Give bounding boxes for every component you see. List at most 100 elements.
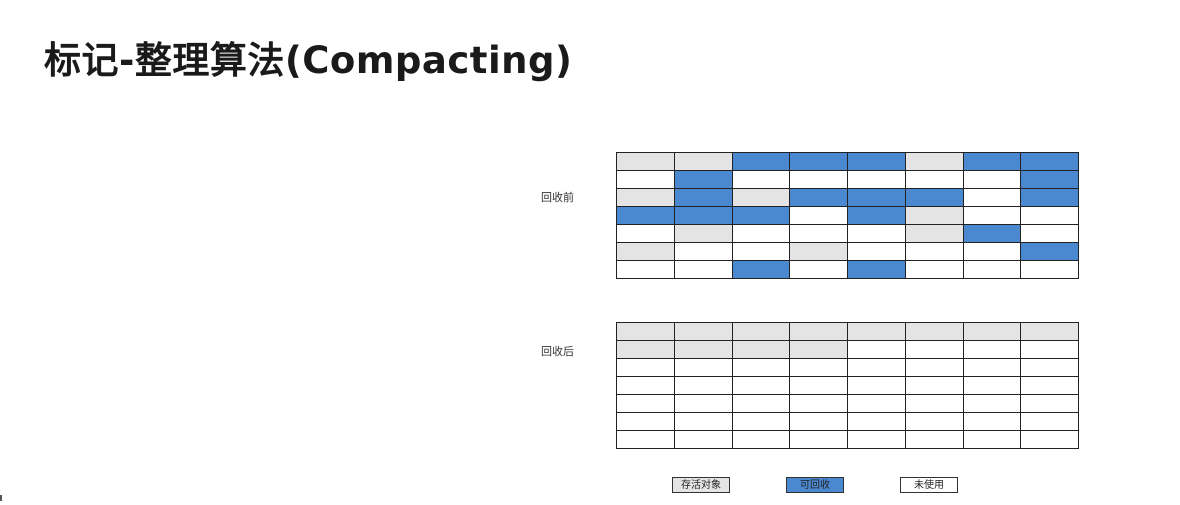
memory-cell (1021, 261, 1078, 278)
memory-cell (905, 431, 963, 448)
memory-cell (963, 189, 1021, 206)
memory-cell (848, 413, 905, 430)
memory-cell (848, 431, 905, 448)
memory-cell (732, 207, 790, 224)
memory-cell (905, 225, 963, 242)
memory-cell (617, 243, 674, 260)
memory-cell (674, 431, 732, 448)
memory-cell (905, 207, 963, 224)
memory-cell (848, 261, 905, 278)
memory-cell (790, 395, 847, 412)
memory-cell (1021, 153, 1078, 170)
memory-cell (732, 171, 790, 188)
memory-cell (790, 171, 847, 188)
memory-cell (674, 395, 732, 412)
memory-cell (790, 359, 847, 376)
memory-cell (848, 243, 905, 260)
memory-cell (674, 171, 732, 188)
memory-cell (905, 395, 963, 412)
memory-cell (790, 341, 847, 358)
memory-cell (732, 323, 790, 340)
memory-cell (617, 323, 674, 340)
memory-cell (732, 377, 790, 394)
memory-cell (1021, 377, 1078, 394)
memory-cell (963, 377, 1021, 394)
memory-cell (790, 377, 847, 394)
memory-cell (617, 207, 674, 224)
memory-cell (963, 207, 1021, 224)
memory-cell (732, 261, 790, 278)
memory-cell (848, 359, 905, 376)
memory-cell (732, 243, 790, 260)
memory-cell (848, 207, 905, 224)
memory-cell (905, 171, 963, 188)
legend-unused: 未使用 (900, 477, 958, 493)
memory-cell (1021, 395, 1078, 412)
memory-cell (732, 153, 790, 170)
memory-cell (674, 413, 732, 430)
memory-cell (1021, 341, 1078, 358)
memory-cell (963, 323, 1021, 340)
memory-cell (674, 323, 732, 340)
memory-cell (848, 171, 905, 188)
memory-cell (617, 359, 674, 376)
memory-cell (963, 225, 1021, 242)
memory-cell (790, 243, 847, 260)
memory-cell (1021, 431, 1078, 448)
memory-cell (1021, 323, 1078, 340)
memory-cell (674, 243, 732, 260)
memory-cell (1021, 243, 1078, 260)
edge-mark (0, 495, 2, 501)
memory-cell (963, 261, 1021, 278)
memory-cell (905, 323, 963, 340)
memory-cell (1021, 189, 1078, 206)
memory-cell (732, 189, 790, 206)
memory-cell (848, 189, 905, 206)
memory-cell (617, 413, 674, 430)
memory-cell (674, 261, 732, 278)
legend-live: 存活对象 (672, 477, 730, 493)
memory-cell (963, 243, 1021, 260)
memory-cell (674, 189, 732, 206)
memory-cell (790, 189, 847, 206)
after-label: 回收后 (541, 345, 574, 358)
memory-cell (790, 323, 847, 340)
memory-cell (848, 395, 905, 412)
memory-cell (1021, 207, 1078, 224)
memory-cell (1021, 171, 1078, 188)
memory-cell (963, 413, 1021, 430)
memory-cell (617, 431, 674, 448)
memory-cell (848, 323, 905, 340)
memory-cell (790, 431, 847, 448)
memory-cell (848, 377, 905, 394)
page-title: 标记-整理算法(Compacting) (44, 39, 573, 82)
memory-cell (732, 395, 790, 412)
memory-cell (617, 341, 674, 358)
memory-cell (732, 225, 790, 242)
memory-cell (617, 261, 674, 278)
memory-cell (674, 377, 732, 394)
memory-grid-after (616, 322, 1079, 449)
memory-cell (617, 395, 674, 412)
memory-cell (963, 431, 1021, 448)
memory-cell (790, 413, 847, 430)
memory-cell (905, 189, 963, 206)
memory-cell (790, 225, 847, 242)
memory-cell (963, 341, 1021, 358)
memory-cell (905, 243, 963, 260)
memory-cell (790, 207, 847, 224)
memory-cell (674, 359, 732, 376)
memory-cell (674, 341, 732, 358)
memory-cell (905, 341, 963, 358)
memory-cell (905, 359, 963, 376)
memory-cell (1021, 359, 1078, 376)
memory-cell (905, 413, 963, 430)
memory-cell (1021, 413, 1078, 430)
memory-cell (732, 359, 790, 376)
memory-cell (848, 225, 905, 242)
memory-cell (732, 431, 790, 448)
memory-cell (848, 153, 905, 170)
memory-cell (963, 153, 1021, 170)
memory-cell (732, 341, 790, 358)
memory-cell (848, 341, 905, 358)
